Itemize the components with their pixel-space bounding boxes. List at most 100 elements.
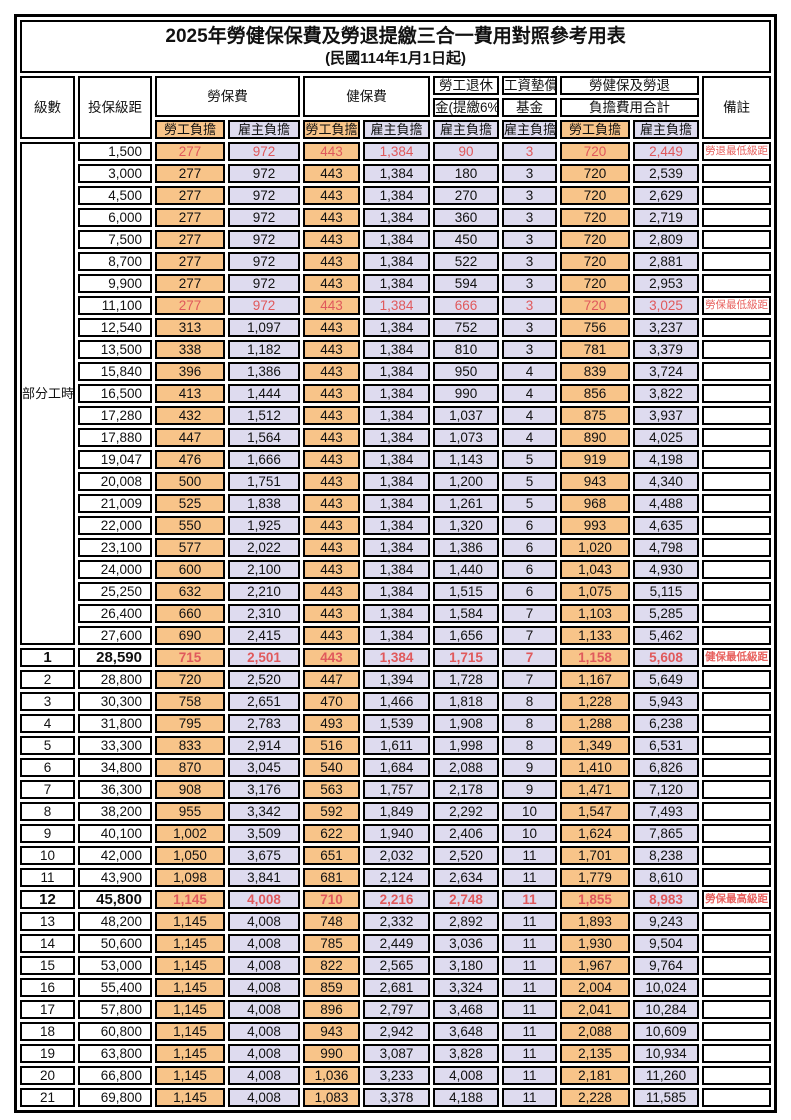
cell-bracket: 60,800 xyxy=(78,1022,152,1041)
cell-health-employer: 2,681 xyxy=(363,978,430,997)
cell-total-employee: 1,701 xyxy=(560,846,630,865)
cell-labor-employer: 4,008 xyxy=(228,1022,300,1041)
cell-health-employee: 785 xyxy=(303,934,360,953)
cell-total-employer: 6,531 xyxy=(633,736,699,755)
cell-pension-employer: 2,634 xyxy=(433,868,499,887)
cell-pension-employer: 2,088 xyxy=(433,758,499,777)
cell-health-employee: 443 xyxy=(303,406,360,425)
cell-health-employer: 1,384 xyxy=(363,472,430,491)
cell-remark xyxy=(702,384,772,403)
cell-fund-employer: 11 xyxy=(502,890,557,909)
cell-level: 20 xyxy=(20,1066,75,1085)
cell-health-employee: 443 xyxy=(303,252,360,271)
header-wage-fund-line1: 工資墊償 xyxy=(502,76,557,95)
cell-fund-employer: 11 xyxy=(502,934,557,953)
cell-health-employee: 651 xyxy=(303,846,360,865)
cell-health-employee: 443 xyxy=(303,318,360,337)
cell-labor-employer: 3,045 xyxy=(228,758,300,777)
table-row: 14 50,600 1,145 4,008 785 2,449 3,036 11 1,930 9,… xyxy=(20,934,772,953)
cell-total-employee: 781 xyxy=(560,340,630,359)
cell-total-employee: 2,088 xyxy=(560,1022,630,1041)
cell-labor-employee: 1,145 xyxy=(155,1066,225,1085)
cell-health-employer: 1,384 xyxy=(363,428,430,447)
table-row: 19 63,800 1,145 4,008 990 3,087 3,828 11 2,135 10… xyxy=(20,1044,772,1063)
cell-health-employer: 1,384 xyxy=(363,406,430,425)
cell-pension-employer: 3,324 xyxy=(433,978,499,997)
cell-bracket: 4,500 xyxy=(78,186,152,205)
cell-level: 6 xyxy=(20,758,75,777)
cell-total-employer: 3,724 xyxy=(633,362,699,381)
cell-labor-employee: 277 xyxy=(155,186,225,205)
cell-labor-employer: 4,008 xyxy=(228,978,300,997)
cell-remark xyxy=(702,1044,772,1063)
cell-total-employee: 1,471 xyxy=(560,780,630,799)
cell-labor-employer: 2,415 xyxy=(228,626,300,645)
cell-pension-employer: 3,036 xyxy=(433,934,499,953)
cell-remark xyxy=(702,714,772,733)
cell-labor-employer: 1,182 xyxy=(228,340,300,359)
cell-labor-employee: 715 xyxy=(155,648,225,667)
cell-pension-employer: 270 xyxy=(433,186,499,205)
cell-fund-employer: 6 xyxy=(502,516,557,535)
cell-health-employer: 3,233 xyxy=(363,1066,430,1085)
cell-remark: 健保最低級距 xyxy=(702,648,772,667)
cell-bracket: 24,000 xyxy=(78,560,152,579)
cell-remark xyxy=(702,1000,772,1019)
cell-level: 3 xyxy=(20,692,75,711)
table-row: 21,009 525 1,838 443 1,384 1,261 5 968 4,488 xyxy=(20,494,772,513)
cell-total-employer: 4,198 xyxy=(633,450,699,469)
cell-level: 21 xyxy=(20,1088,75,1107)
cell-fund-employer: 7 xyxy=(502,626,557,645)
table-row: 19,047 476 1,666 443 1,384 1,143 5 919 4,198 xyxy=(20,450,772,469)
cell-bracket: 63,800 xyxy=(78,1044,152,1063)
cell-level: 15 xyxy=(20,956,75,975)
cell-fund-employer: 11 xyxy=(502,1022,557,1041)
table-row: 12 45,800 1,145 4,008 710 2,216 2,748 11 1,855 8,… xyxy=(20,890,772,909)
cell-remark xyxy=(702,274,772,293)
cell-fund-employer: 7 xyxy=(502,648,557,667)
cell-remark xyxy=(702,428,772,447)
cell-total-employer: 8,610 xyxy=(633,868,699,887)
cell-level: 9 xyxy=(20,824,75,843)
cell-bracket: 31,800 xyxy=(78,714,152,733)
cell-level: 11 xyxy=(20,868,75,887)
cell-remark xyxy=(702,230,772,249)
subheader-health-employer: 雇主負擔 xyxy=(363,120,430,139)
cell-remark xyxy=(702,252,772,271)
cell-health-employee: 447 xyxy=(303,670,360,689)
cell-total-employer: 4,635 xyxy=(633,516,699,535)
cell-labor-employer: 4,008 xyxy=(228,912,300,931)
cell-bracket: 23,100 xyxy=(78,538,152,557)
cell-labor-employee: 277 xyxy=(155,252,225,271)
cell-fund-employer: 5 xyxy=(502,450,557,469)
cell-bracket: 69,800 xyxy=(78,1088,152,1107)
cell-labor-employee: 795 xyxy=(155,714,225,733)
cell-remark xyxy=(702,868,772,887)
cell-fund-employer: 3 xyxy=(502,230,557,249)
cell-total-employee: 756 xyxy=(560,318,630,337)
cell-health-employee: 859 xyxy=(303,978,360,997)
cell-total-employer: 8,238 xyxy=(633,846,699,865)
cell-pension-employer: 990 xyxy=(433,384,499,403)
cell-labor-employer: 4,008 xyxy=(228,1066,300,1085)
cell-labor-employee: 600 xyxy=(155,560,225,579)
cell-total-employer: 4,340 xyxy=(633,472,699,491)
cell-total-employee: 1,288 xyxy=(560,714,630,733)
cell-bracket: 33,300 xyxy=(78,736,152,755)
cell-total-employee: 1,547 xyxy=(560,802,630,821)
cell-bracket: 48,200 xyxy=(78,912,152,931)
table-row: 12,540 313 1,097 443 1,384 752 3 756 3,237 xyxy=(20,318,772,337)
table-row: 22,000 550 1,925 443 1,384 1,320 6 993 4,635 xyxy=(20,516,772,535)
cell-labor-employee: 550 xyxy=(155,516,225,535)
cell-total-employee: 720 xyxy=(560,186,630,205)
cell-bracket: 55,400 xyxy=(78,978,152,997)
cell-total-employee: 1,930 xyxy=(560,934,630,953)
cell-health-employer: 1,384 xyxy=(363,142,430,161)
table-row: 11,100 277 972 443 1,384 666 3 720 3,025 勞保最低級距 xyxy=(20,296,772,315)
cell-bracket: 12,540 xyxy=(78,318,152,337)
cell-pension-employer: 1,998 xyxy=(433,736,499,755)
table-row: 1 28,590 715 2,501 443 1,384 1,715 7 1,158 5,608 健… xyxy=(20,648,772,667)
cell-health-employer: 1,384 xyxy=(363,186,430,205)
header-row-1: 級數 投保級距 勞保費 健保費 勞工退休 工資墊償 勞健保及勞退 備註 xyxy=(20,76,772,139)
cell-fund-employer: 9 xyxy=(502,758,557,777)
